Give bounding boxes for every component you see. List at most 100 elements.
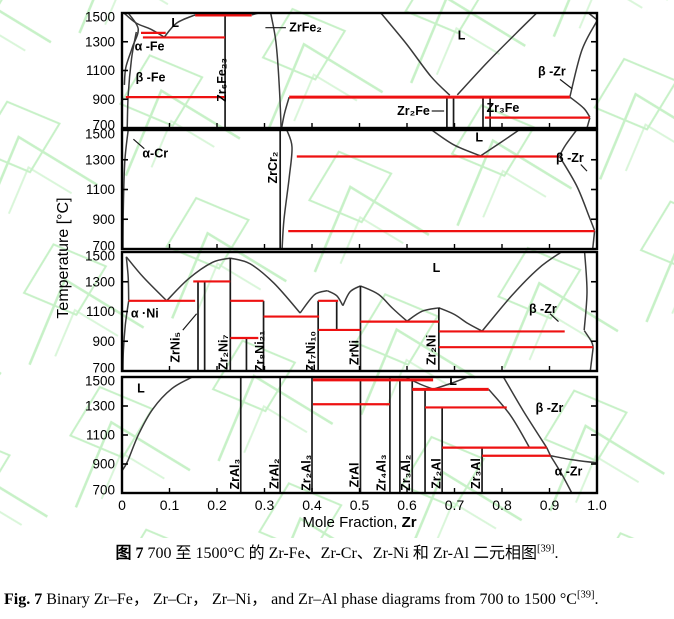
x-tick-label: 0.8 [492,497,512,513]
phase-boundary [481,251,562,332]
phase-boundary [123,12,139,85]
x-tick-label: 0 [118,497,126,513]
phase-label: α -Zr [555,465,583,479]
phase-label: ZrNi₅ [169,332,183,363]
phase-boundary [125,256,168,302]
phase-label: α -Fe [135,39,165,53]
phase-boundary [163,14,196,38]
y-tick-label: 900 [92,334,115,349]
x-tick-label: 0.3 [255,497,275,513]
caption-en-text: Binary Zr–Fe， Zr–Cr， Zr–Ni， and Zr–Al ph… [42,591,577,608]
phase-label: β -Zr [556,151,584,165]
y-tick-label: 1300 [85,34,115,49]
phase-label: Zr₇Ni₁₀ [304,331,318,372]
y-tick-label: 1300 [85,152,115,167]
y-tick-label: 700 [92,239,115,254]
phase-boundary [126,31,138,129]
phase-label: L [433,261,441,275]
y-tick-label: 1500 [85,374,115,389]
phase-label: L [171,16,179,30]
phase-label: Zr₃Al₂ [399,455,413,491]
caption-en-reference: [39] [576,589,595,601]
phase-boundary [549,455,573,494]
panel-zr-ni: 1500 1300 1100 900 700 α ·Ni ZrNi₅ Zr₂Ni₇ Zr₈Ni₂… [85,249,599,376]
caption-zh-number: 图 7 [115,545,144,562]
phase-label: Zr₂Fe [397,104,430,118]
y-axis-title: Temperature [°C] [55,197,72,318]
caption-english: Fig. 7 Binary Zr–Fe， Zr–Cr， Zr–Ni， and Z… [0,590,674,610]
phase-boundary [121,376,193,471]
phase-boundary [569,20,598,97]
phase-boundary [480,129,520,157]
phase-boundary [488,388,531,448]
y-tick-label: 700 [92,118,115,133]
y-tick-label: 1500 [85,127,115,142]
phase-label: ZrAl₂ [267,458,281,489]
label-pointer [182,313,198,331]
phase-label: β -Zr [529,302,557,316]
label-pointer [559,78,573,90]
phase-boundary [360,285,408,322]
phase-boundary [546,447,552,457]
phase-boundary [569,96,591,118]
x-tick-label: 0.9 [540,497,560,513]
phase-boundary [558,156,596,231]
panel-zr-cr: 1500 1300 1100 900 700 α-Cr ZrCr₂ Lβ -Zr [85,127,599,254]
x-tick-label: 0.5 [350,497,370,513]
y-tick-label: 700 [92,483,115,498]
phase-boundary [281,129,293,250]
phase-boundary [583,251,588,331]
label-pointer [580,164,588,172]
phase-boundary [438,307,483,332]
phase-boundary [166,257,231,302]
y-tick-label: 900 [92,92,115,107]
phase-diagram-figure: 1500 1300 1100 900 700 Lα -Fe β -Fe Zr₆Fe₂₃ ZrFe… [0,0,674,538]
phase-label: L [449,374,457,388]
x-tick-label: 0.2 [207,497,227,513]
x-tick-label: 0.7 [445,497,465,513]
phase-label: L [475,130,483,144]
watermark-pattern [0,0,674,538]
phase-label: Zr₄Al₃ [374,454,388,491]
x-tick-label: 0.1 [160,497,180,513]
phase-label: L [458,29,466,43]
caption-zh-text: 700 至 1500°C 的 Zr-Fe、Zr-Cr、Zr-Ni 和 Zr-Al… [143,545,538,562]
phase-label: Zr₃Al [469,458,483,489]
caption-en-period: . [594,591,599,608]
phase-boundary [589,347,594,372]
phase-label: ZrAl [348,463,362,488]
y-tick-label: 900 [92,212,115,227]
phase-label: ZrAl₃ [228,459,242,490]
phase-label: β -Fe [136,71,166,85]
x-tick-label: 0.4 [302,497,322,513]
phase-label: Zr₂Al₃ [299,454,313,491]
phase-label: L [137,382,145,396]
y-tick-label: 1100 [86,182,115,197]
phase-boundary [230,257,301,314]
label-pointer [133,138,145,150]
y-tick-label: 700 [92,361,115,376]
caption-zh-period: . [554,545,559,562]
phase-label: Zr₂Ni₇ [217,334,231,370]
phase-label: ZrCr₂ [266,152,280,184]
caption-chinese: 图 7 700 至 1500°C 的 Zr-Fe、Zr-Cr、Zr-Ni 和 Z… [0,544,674,564]
phase-boundary [380,12,451,96]
phase-boundary [342,285,361,306]
x-tick-label: 0.6 [397,497,417,513]
phase-label: ZrNi [347,340,361,365]
y-tick-label: 900 [92,457,115,472]
label-pointer [549,313,559,323]
panel-zr-fe: 1500 1300 1100 900 700 Lα -Fe β -Fe Zr₆Fe₂₃ ZrFe… [85,10,599,133]
x-tick-label: 1.0 [587,497,607,513]
phase-boundary [406,307,439,322]
phase-boundary [591,231,596,250]
phase-boundary [269,12,282,129]
phase-boundary [326,290,344,307]
x-axis-title: Mole Fraction, Zr [302,514,416,531]
phase-boundary [550,454,598,464]
y-tick-label: 1500 [85,249,115,264]
phase-label: Zr₆Fe₂₃ [215,58,229,102]
y-tick-label: 1100 [86,304,115,319]
caption-en-number: Fig. 7 [4,591,43,608]
